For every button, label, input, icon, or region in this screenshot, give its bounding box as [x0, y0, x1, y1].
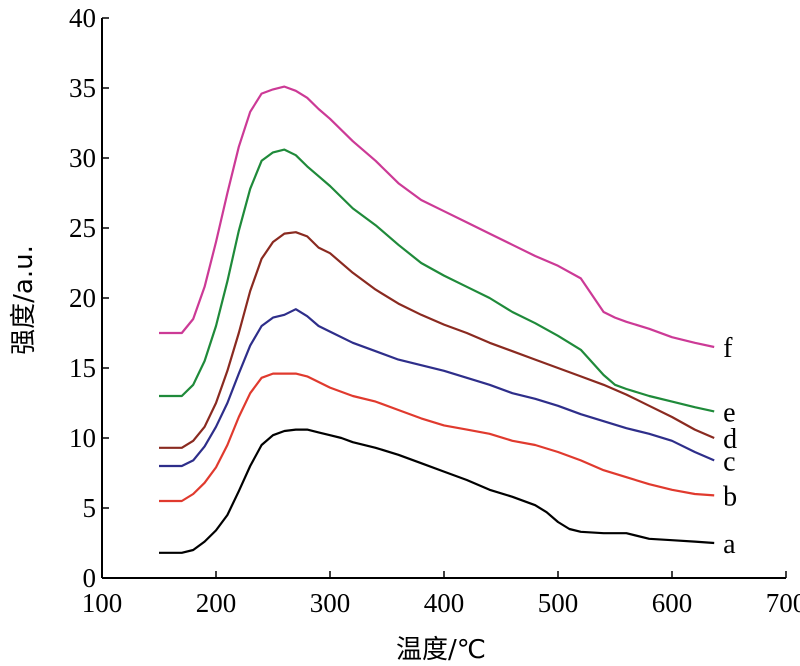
series-label-b: b [723, 481, 737, 512]
y-tick-label: 20 [69, 283, 96, 313]
series-line-c [159, 308, 715, 468]
y-tick-label: 30 [69, 143, 96, 173]
ticks: 100 200 300 400 500 600 700 0 5 10 15 20 25 30 35 40 [69, 3, 800, 618]
x-axis-title: 温度/℃ [396, 635, 486, 665]
x-tick-label: 200 [196, 588, 237, 618]
x-tick-label: 100 [82, 588, 123, 618]
y-axis-title: 强度/a.u. [9, 245, 39, 355]
x-tick-label: 300 [310, 588, 351, 618]
y-tick-label: 5 [83, 493, 97, 523]
series-label-f: f [723, 333, 733, 364]
x-tick-label: 400 [424, 588, 465, 618]
series-label-a: a [723, 529, 736, 560]
series-label-d: d [723, 424, 737, 455]
series-lines [159, 85, 715, 554]
axes [101, 18, 786, 579]
x-tick-label: 700 [766, 588, 800, 618]
y-tick-label: 35 [69, 73, 96, 103]
y-tick-label: 40 [69, 3, 96, 33]
y-tick-label: 0 [83, 563, 97, 593]
y-tick-label: 25 [69, 213, 96, 243]
series-line-a [159, 428, 715, 554]
series-line-f [159, 85, 715, 349]
x-tick-label: 500 [538, 588, 579, 618]
y-tick-label: 15 [69, 353, 96, 383]
series-line-d [159, 231, 715, 449]
series-label-e: e [723, 397, 735, 428]
series-line-b [159, 372, 715, 503]
series-label-c: c [723, 446, 735, 477]
y-tick-label: 10 [69, 423, 96, 453]
x-tick-label: 600 [652, 588, 693, 618]
series-line-e [159, 148, 715, 413]
